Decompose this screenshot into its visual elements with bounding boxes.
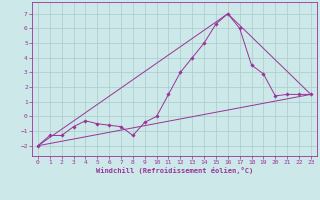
X-axis label: Windchill (Refroidissement éolien,°C): Windchill (Refroidissement éolien,°C) [96, 167, 253, 174]
